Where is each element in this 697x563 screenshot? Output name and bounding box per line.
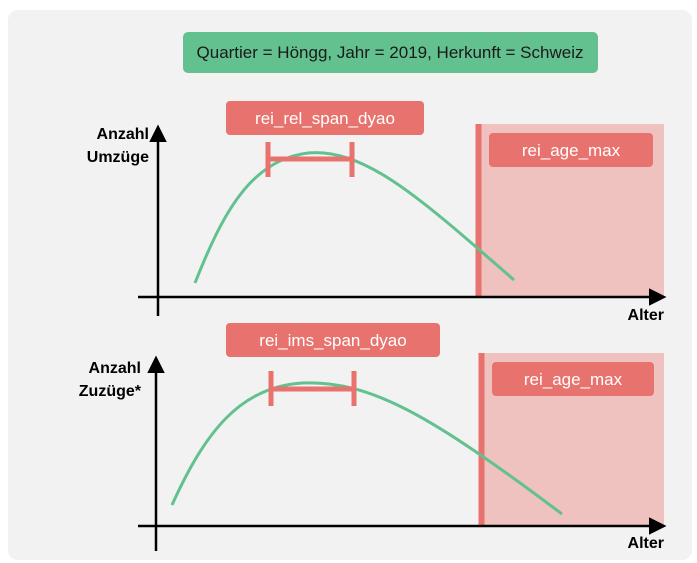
span-tag-bg xyxy=(226,323,440,357)
y-axis-label-line2: Umzüge xyxy=(87,149,149,166)
panel-zuzuege: rei_ims_span_dyao rei_age_max Anzahl Zuz… xyxy=(79,323,667,552)
age-max-tag-label: rei_age_max xyxy=(524,370,623,389)
span-bracket xyxy=(268,371,357,406)
span-bracket xyxy=(265,142,355,177)
age-max-tag-bg xyxy=(492,362,654,396)
filter-banner: Quartier = Höngg, Jahr = 2019, Herkunft … xyxy=(183,32,598,73)
x-axis-label: Alter xyxy=(628,307,664,324)
filter-banner-bg xyxy=(183,32,598,73)
panel-umzuege: rei_rel_span_dyao rei_age_max Anzahl Umz… xyxy=(87,101,667,324)
distribution-curve xyxy=(170,381,563,516)
span-tag-bg xyxy=(226,101,424,135)
x-axis-label: Alter xyxy=(628,535,664,552)
y-axis-label-line1: Anzahl xyxy=(89,360,141,377)
y-axis-label-line1: Anzahl xyxy=(97,126,149,143)
age-max-tag-bg xyxy=(489,133,653,167)
filter-text: Quartier = Höngg, Jahr = 2019, Herkunft … xyxy=(197,43,584,62)
span-tag-label: rei_ims_span_dyao xyxy=(259,331,406,350)
span-tag-label: rei_rel_span_dyao xyxy=(255,109,395,128)
distribution-curve xyxy=(193,151,515,284)
y-axis-label-line2: Zuzüge* xyxy=(79,383,142,400)
age-max-tag-label: rei_age_max xyxy=(522,141,621,160)
